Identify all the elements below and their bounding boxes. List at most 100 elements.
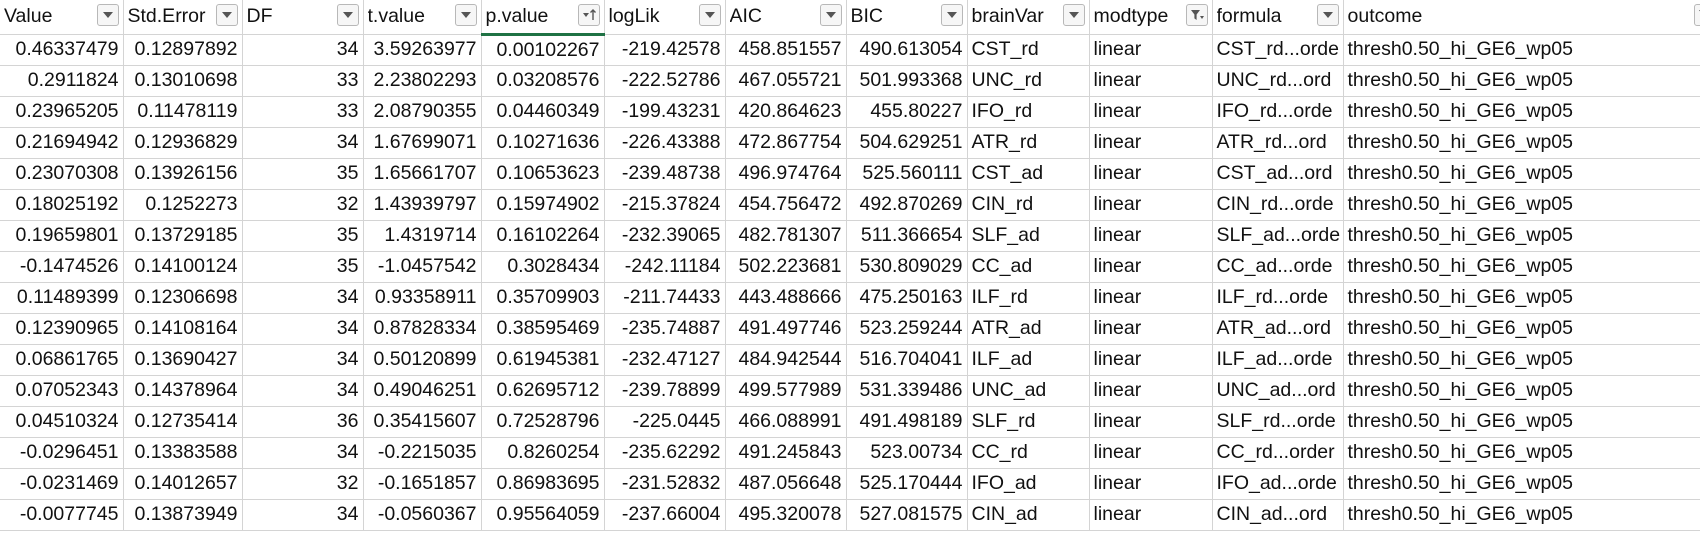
cell[interactable]: ATR_ad...ord (1212, 313, 1344, 345)
cell[interactable]: 33 (242, 96, 364, 128)
cell[interactable]: 0.12936829 (123, 127, 243, 159)
cell[interactable]: 0.61945381 (481, 344, 605, 376)
cell[interactable]: 482.781307 (725, 220, 847, 252)
cell[interactable]: linear (1089, 65, 1213, 97)
filter-button[interactable] (1185, 4, 1208, 26)
cell[interactable]: -1.0457542 (363, 251, 482, 283)
cell[interactable]: 34 (242, 34, 364, 66)
cell[interactable]: 499.577989 (725, 375, 847, 407)
cell[interactable]: -232.47127 (604, 344, 726, 376)
cell[interactable]: 0.3028434 (481, 251, 605, 283)
cell[interactable]: 475.250163 (846, 282, 968, 314)
cell[interactable]: IFO_ad (967, 468, 1090, 500)
cell[interactable]: 0.46337479 (0, 34, 124, 66)
cell[interactable]: 34 (242, 282, 364, 314)
cell[interactable]: IFO_rd (967, 96, 1090, 128)
cell[interactable]: thresh0.50_hi_GE6_wp05 (1343, 375, 1700, 407)
cell[interactable]: 1.65661707 (363, 158, 482, 190)
column-header-std-error[interactable]: Std.Error (123, 0, 243, 35)
cell[interactable]: 0.95564059 (481, 499, 605, 531)
cell[interactable]: CC_ad...orde (1212, 251, 1344, 283)
cell[interactable]: 484.942544 (725, 344, 847, 376)
cell[interactable]: CC_rd...order (1212, 437, 1344, 469)
cell[interactable]: 2.23802293 (363, 65, 482, 97)
filter-button[interactable] (940, 4, 963, 26)
cell[interactable]: ATR_rd (967, 127, 1090, 159)
cell[interactable]: thresh0.50_hi_GE6_wp05 (1343, 127, 1700, 159)
cell[interactable]: thresh0.50_hi_GE6_wp05 (1343, 406, 1700, 438)
cell[interactable]: 0.16102264 (481, 220, 605, 252)
cell[interactable]: -215.37824 (604, 189, 726, 221)
cell[interactable]: 523.259244 (846, 313, 968, 345)
cell[interactable]: -0.2215035 (363, 437, 482, 469)
cell[interactable]: 0.23965205 (0, 96, 124, 128)
cell[interactable]: 491.498189 (846, 406, 968, 438)
cell[interactable]: 467.055721 (725, 65, 847, 97)
cell[interactable]: 0.14378964 (123, 375, 243, 407)
cell[interactable]: thresh0.50_hi_GE6_wp05 (1343, 96, 1700, 128)
cell[interactable]: thresh0.50_hi_GE6_wp05 (1343, 437, 1700, 469)
column-header-bic[interactable]: BIC (846, 0, 968, 35)
cell[interactable]: 0.14100124 (123, 251, 243, 283)
cell[interactable]: 1.4319714 (363, 220, 482, 252)
cell[interactable]: CC_rd (967, 437, 1090, 469)
column-header-modtype[interactable]: modtype (1089, 0, 1213, 35)
cell[interactable]: 530.809029 (846, 251, 968, 283)
cell[interactable]: 0.62695712 (481, 375, 605, 407)
filter-button[interactable] (454, 4, 477, 26)
cell[interactable]: 0.13926156 (123, 158, 243, 190)
cell[interactable]: CIN_rd (967, 189, 1090, 221)
cell[interactable]: 0.14012657 (123, 468, 243, 500)
cell[interactable]: 0.13383588 (123, 437, 243, 469)
cell[interactable]: SLF_ad...orde (1212, 220, 1344, 252)
cell[interactable]: 523.00734 (846, 437, 968, 469)
cell[interactable]: -239.48738 (604, 158, 726, 190)
cell[interactable]: 0.14108164 (123, 313, 243, 345)
cell[interactable]: 33 (242, 65, 364, 97)
cell[interactable]: 531.339486 (846, 375, 968, 407)
cell[interactable]: 504.629251 (846, 127, 968, 159)
cell[interactable]: ILF_rd...orde (1212, 282, 1344, 314)
cell[interactable]: ILF_ad...orde (1212, 344, 1344, 376)
cell[interactable]: 511.366654 (846, 220, 968, 252)
column-header-aic[interactable]: AIC (725, 0, 847, 35)
cell[interactable]: 0.12306698 (123, 282, 243, 314)
cell[interactable]: 0.49046251 (363, 375, 482, 407)
cell[interactable]: 491.497746 (725, 313, 847, 345)
filter-button[interactable] (336, 4, 359, 26)
cell[interactable]: 0.13010698 (123, 65, 243, 97)
column-header-df[interactable]: DF (242, 0, 364, 35)
cell[interactable]: 34 (242, 344, 364, 376)
cell[interactable]: linear (1089, 313, 1213, 345)
cell[interactable]: -0.1651857 (363, 468, 482, 500)
cell[interactable]: -226.43388 (604, 127, 726, 159)
cell[interactable]: 2.08790355 (363, 96, 482, 128)
cell[interactable]: 0.38595469 (481, 313, 605, 345)
cell[interactable]: 454.756472 (725, 189, 847, 221)
cell[interactable]: IFO_rd...orde (1212, 96, 1344, 128)
cell[interactable]: 501.993368 (846, 65, 968, 97)
cell[interactable]: 0.15974902 (481, 189, 605, 221)
cell[interactable]: SLF_rd (967, 406, 1090, 438)
cell[interactable]: 420.864623 (725, 96, 847, 128)
cell[interactable]: 0.11478119 (123, 96, 243, 128)
cell[interactable]: 32 (242, 468, 364, 500)
cell[interactable]: linear (1089, 96, 1213, 128)
cell[interactable]: 34 (242, 313, 364, 345)
cell[interactable]: thresh0.50_hi_GE6_wp05 (1343, 251, 1700, 283)
cell[interactable]: thresh0.50_hi_GE6_wp05 (1343, 344, 1700, 376)
cell[interactable]: linear (1089, 34, 1213, 66)
filter-button[interactable] (1693, 4, 1700, 26)
cell[interactable]: 527.081575 (846, 499, 968, 531)
cell[interactable]: 0.87828334 (363, 313, 482, 345)
cell[interactable]: 0.12735414 (123, 406, 243, 438)
cell[interactable]: thresh0.50_hi_GE6_wp05 (1343, 220, 1700, 252)
cell[interactable]: -232.39065 (604, 220, 726, 252)
filter-button[interactable] (819, 4, 842, 26)
cell[interactable]: linear (1089, 189, 1213, 221)
cell[interactable]: 0.04460349 (481, 96, 605, 128)
cell[interactable]: -222.52786 (604, 65, 726, 97)
cell[interactable]: UNC_rd...ord (1212, 65, 1344, 97)
cell[interactable]: UNC_rd (967, 65, 1090, 97)
filter-button[interactable] (96, 4, 119, 26)
